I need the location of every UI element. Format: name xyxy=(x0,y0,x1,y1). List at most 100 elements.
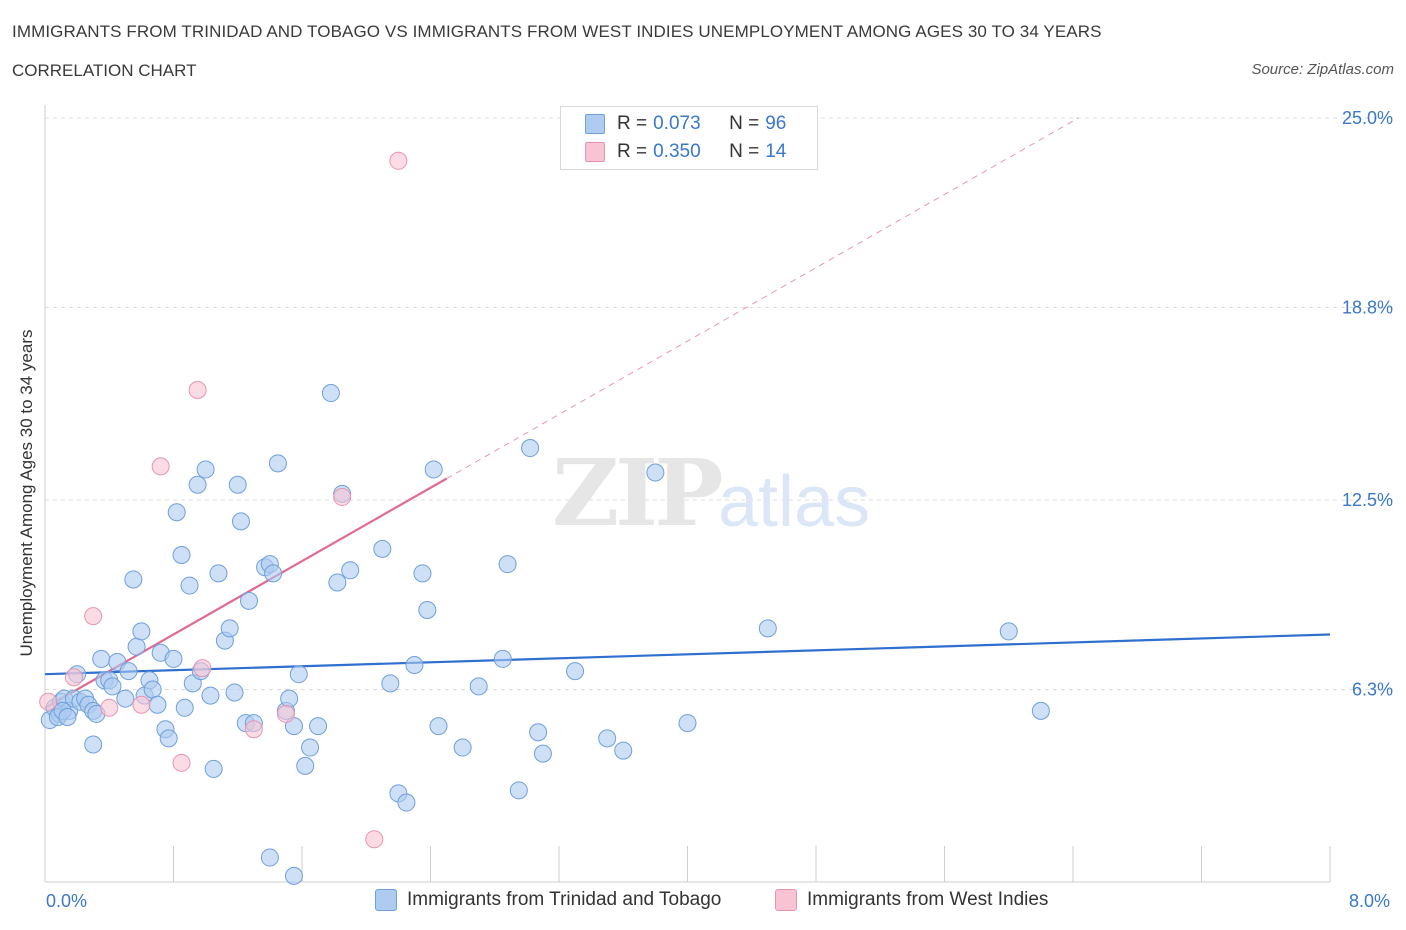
data-point-trinidad xyxy=(124,570,143,589)
legend-row-west-indies: R = 0.350 N = 14 xyxy=(585,139,786,165)
legend-n-value: 14 xyxy=(765,141,787,162)
data-point-trinidad xyxy=(1031,701,1050,720)
data-point-trinidad xyxy=(498,555,517,574)
bottom-legend-swatch-pink xyxy=(775,889,797,911)
data-point-west-indies xyxy=(333,487,352,506)
data-point-trinidad xyxy=(103,677,122,696)
data-point-trinidad xyxy=(301,738,320,757)
legend-r-label: R = xyxy=(617,141,648,162)
data-point-west-indies xyxy=(151,457,170,476)
x-tick-label-max: 8.0% xyxy=(1349,891,1391,911)
data-point-trinidad xyxy=(167,503,186,522)
data-point-trinidad xyxy=(264,564,283,583)
y-tick-label: 12.5% xyxy=(1342,490,1393,510)
data-point-trinidad xyxy=(758,619,777,638)
data-point-west-indies xyxy=(132,695,151,714)
data-point-trinidad xyxy=(175,698,194,717)
data-point-trinidad xyxy=(289,665,308,684)
legend-n-value: 96 xyxy=(765,113,787,134)
data-point-trinidad xyxy=(413,564,432,583)
data-point-trinidad xyxy=(201,686,220,705)
chart-title: IMMIGRANTS FROM TRINIDAD AND TOBAGO VS I… xyxy=(12,22,1102,41)
data-point-trinidad xyxy=(999,622,1018,641)
data-point-trinidad xyxy=(284,866,303,885)
bottom-legend-swatch-blue xyxy=(375,889,397,911)
data-point-trinidad xyxy=(614,741,633,760)
data-point-trinidad xyxy=(164,649,183,668)
data-point-west-indies xyxy=(365,830,384,849)
data-point-west-indies xyxy=(193,659,212,678)
data-point-west-indies xyxy=(84,607,103,626)
legend-n-label: N = xyxy=(729,113,760,134)
data-point-trinidad xyxy=(646,463,665,482)
data-point-trinidad xyxy=(469,677,488,696)
data-point-west-indies xyxy=(276,704,295,723)
bottom-legend-label: Immigrants from West Indies xyxy=(807,889,1049,910)
data-point-trinidad xyxy=(58,707,77,726)
legend-r-value: 0.073 xyxy=(653,113,701,134)
bottom-legend-west-indies: Immigrants from West Indies xyxy=(775,889,1048,911)
y-tick-label: 6.3% xyxy=(1352,679,1393,699)
data-point-trinidad xyxy=(529,723,548,742)
data-point-trinidad xyxy=(119,662,138,681)
data-point-trinidad xyxy=(381,674,400,693)
data-point-west-indies xyxy=(39,692,58,711)
data-point-trinidad xyxy=(493,649,512,668)
bottom-legend-trinidad: Immigrants from Trinidad and Tobago xyxy=(375,889,721,911)
data-point-trinidad xyxy=(453,738,472,757)
data-point-trinidad xyxy=(188,475,207,494)
data-point-trinidad xyxy=(418,601,437,620)
data-point-trinidad xyxy=(220,619,239,638)
data-point-trinidad xyxy=(209,564,228,583)
data-point-trinidad xyxy=(148,695,167,714)
data-point-trinidad xyxy=(159,729,178,748)
data-point-trinidad xyxy=(341,561,360,580)
data-point-trinidad xyxy=(533,744,552,763)
data-point-trinidad xyxy=(598,729,617,748)
data-point-trinidad xyxy=(424,460,443,479)
data-point-trinidad xyxy=(296,756,315,775)
data-point-trinidad xyxy=(268,454,287,473)
data-point-west-indies xyxy=(244,720,263,739)
data-point-west-indies xyxy=(188,380,207,399)
x-tick-label-min: 0.0% xyxy=(46,891,88,911)
legend-row-trinidad: R = 0.073 N = 96 xyxy=(585,111,786,137)
data-point-trinidad xyxy=(321,384,340,403)
bottom-legend-label: Immigrants from Trinidad and Tobago xyxy=(407,889,722,910)
trend-line-trinidad xyxy=(44,633,1331,676)
watermark-zip: ZIP xyxy=(552,439,721,547)
y-axis-label: Unemployment Among Ages 30 to 34 years xyxy=(17,329,36,657)
data-point-west-indies xyxy=(172,753,191,772)
data-point-trinidad xyxy=(509,781,528,800)
legend-r-label: R = xyxy=(617,113,648,134)
data-point-trinidad xyxy=(429,717,448,736)
data-point-trinidad xyxy=(92,649,111,668)
watermark-atlas: atlas xyxy=(718,462,870,542)
data-point-trinidad xyxy=(228,475,247,494)
series-west-indies-points xyxy=(39,151,408,849)
legend-swatch-pink xyxy=(585,142,605,162)
data-point-trinidad xyxy=(239,591,258,610)
data-point-trinidad xyxy=(127,637,146,656)
data-point-trinidad xyxy=(84,735,103,754)
data-point-trinidad xyxy=(328,573,347,592)
data-point-west-indies xyxy=(100,698,119,717)
legend-n-label: N = xyxy=(729,141,760,162)
data-point-west-indies xyxy=(64,668,83,687)
data-point-trinidad xyxy=(260,848,279,867)
data-point-trinidad xyxy=(225,683,244,702)
trend-lines xyxy=(44,117,1331,709)
data-point-trinidad xyxy=(566,662,585,681)
y-tick-label: 18.8% xyxy=(1342,297,1393,317)
data-point-trinidad xyxy=(231,512,250,531)
data-point-trinidad xyxy=(196,460,215,479)
data-point-trinidad xyxy=(397,793,416,812)
data-point-trinidad xyxy=(405,656,424,675)
data-point-trinidad xyxy=(521,439,540,458)
trend-line-west-indies-extension xyxy=(446,117,1079,480)
source-credit: Source: ZipAtlas.com xyxy=(1251,61,1394,78)
y-tick-labels: 6.3% 12.5% 18.8% 25.0% xyxy=(1342,108,1393,699)
correlation-legend: R = 0.073 N = 96 R = 0.350 N = 14 xyxy=(560,106,818,170)
data-point-trinidad xyxy=(309,717,328,736)
